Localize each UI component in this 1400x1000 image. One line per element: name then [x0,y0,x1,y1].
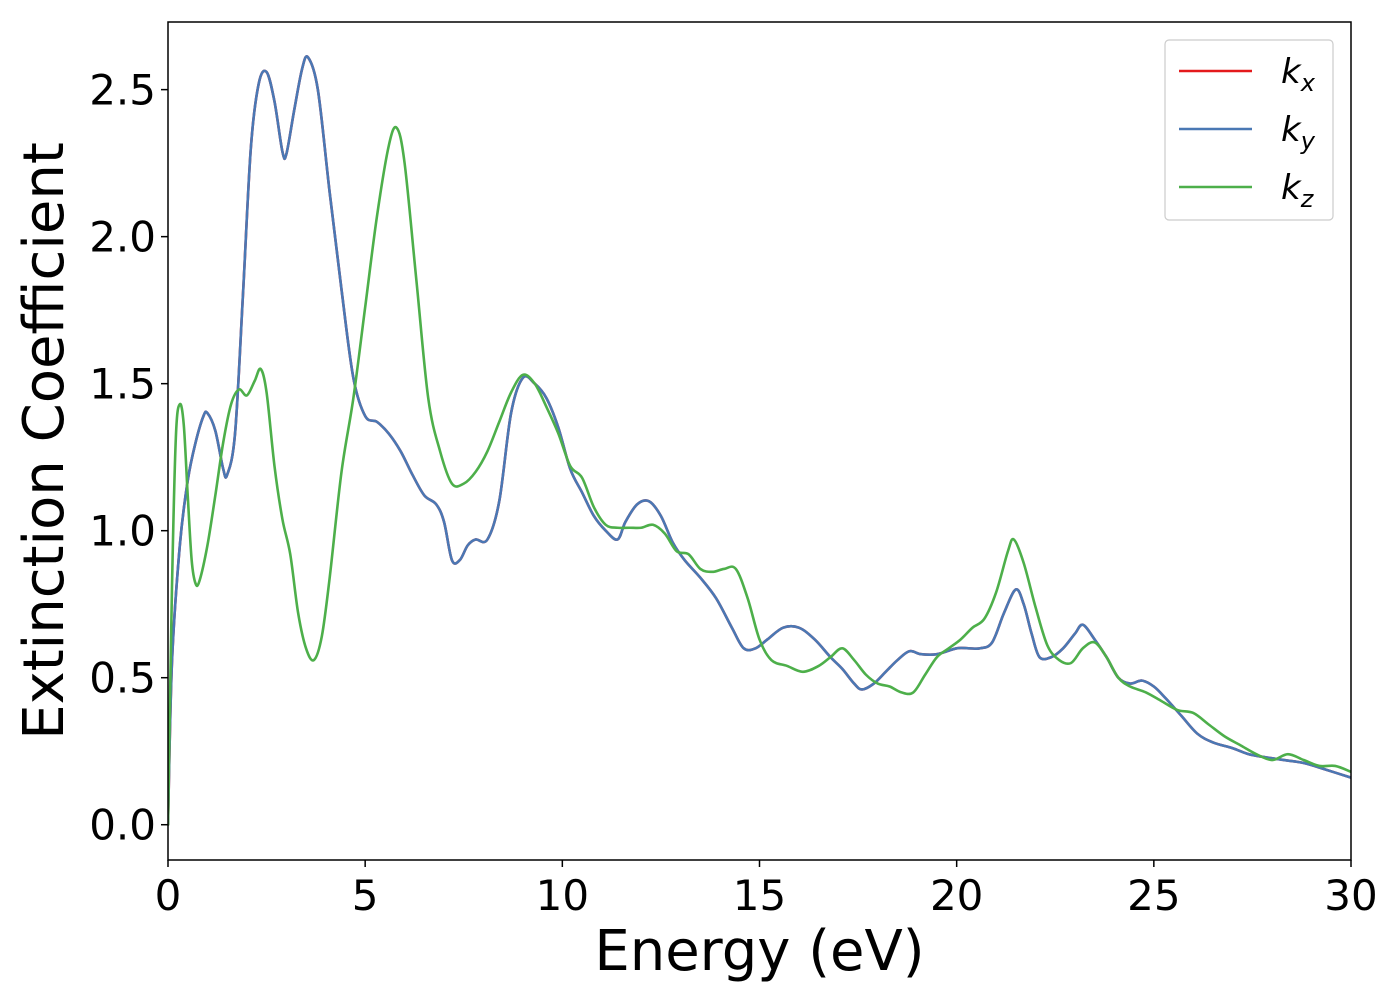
y-tick-label: 2.5 [89,66,156,115]
x-tick-label: 10 [536,871,589,920]
legend-label-x: kx [1281,52,1316,97]
y-tick-label: 1.0 [89,507,156,556]
x-axis-ticks: 0 5 10 15 20 25 30 [155,860,1378,920]
x-tick-label: 0 [155,871,182,920]
x-tick-label: 25 [1127,871,1180,920]
y-tick-label: 0.0 [89,801,156,850]
series-line-y [168,55,1351,827]
series-line-z [168,125,1351,827]
legend-label-z: kz [1281,168,1315,213]
x-tick-label: 30 [1324,871,1377,920]
y-tick-label: 1.5 [89,360,156,409]
legend-entries: kx ky kz [1179,52,1316,213]
x-axis-title: Energy (eV) [594,919,924,984]
y-tick-label: 0.5 [89,654,156,703]
y-tick-label: 2.0 [89,213,156,262]
y-axis-title: Extinction Coefficient [12,142,77,740]
x-tick-label: 20 [930,871,983,920]
legend-label-y: ky [1281,110,1316,155]
x-tick-label: 5 [352,871,379,920]
y-axis-ticks: 0.0 0.5 1.0 1.5 2.0 2.5 [89,66,168,850]
x-tick-label: 15 [733,871,786,920]
series-layer [168,55,1351,827]
legend: kx ky kz [1164,39,1334,221]
